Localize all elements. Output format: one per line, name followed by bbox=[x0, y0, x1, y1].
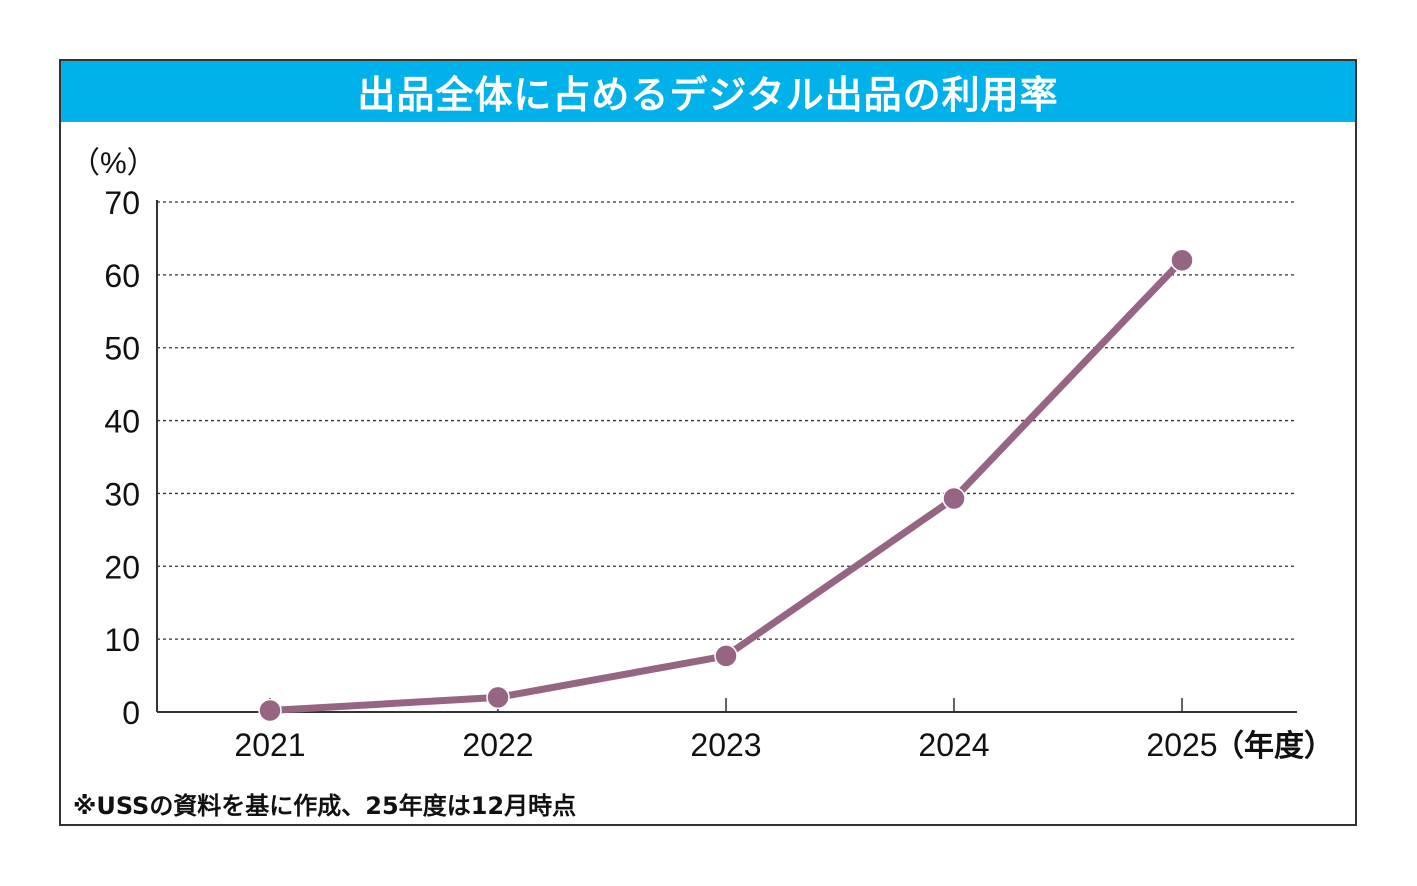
footnote: ※USSの資料を基に作成、25年度は12月時点 bbox=[73, 792, 577, 820]
data-point-2024 bbox=[942, 486, 966, 511]
chart-title: 出品全体に占めるデジタル出品の利用率 bbox=[357, 73, 1059, 117]
x-tick-label-2021: 2021 bbox=[234, 727, 305, 763]
data-point-2023 bbox=[714, 644, 738, 668]
data-point-2021 bbox=[258, 698, 282, 723]
y-tick-label-0: 0 bbox=[122, 695, 140, 731]
axes bbox=[156, 200, 1297, 713]
x-axis-unit-label: （年度） bbox=[1214, 729, 1334, 764]
y-tick-label-50: 50 bbox=[104, 331, 140, 367]
y-tick-label-70: 70 bbox=[104, 185, 140, 221]
y-tick-label-60: 60 bbox=[104, 258, 140, 294]
y-tick-label-10: 10 bbox=[104, 622, 140, 658]
tick-labels: 0 10 20 30 40 50 60 70 2021 2022 2023 2024 2025 bbox=[104, 185, 1217, 763]
y-axis-unit-label: （%） bbox=[70, 147, 157, 180]
y-tick-label-40: 40 bbox=[104, 404, 140, 440]
grid-lines bbox=[157, 201, 1297, 640]
y-tick-label-30: 30 bbox=[104, 476, 140, 512]
x-tick-label-2025: 2025 bbox=[1146, 727, 1217, 763]
data-point-2022 bbox=[486, 685, 510, 710]
data-point-2025 bbox=[1170, 248, 1194, 273]
chart-title-bar: 出品全体に占めるデジタル出品の利用率 bbox=[61, 61, 1355, 122]
series bbox=[258, 248, 1194, 723]
x-tick-label-2024: 2024 bbox=[918, 727, 989, 763]
series-line-0 bbox=[266, 256, 1186, 715]
y-tick-label-20: 20 bbox=[104, 549, 140, 585]
x-tick-label-2023: 2023 bbox=[690, 727, 761, 763]
chart-frame: 出品全体に占めるデジタル出品の利用率 bbox=[59, 59, 1357, 826]
x-tick-label-2022: 2022 bbox=[462, 727, 533, 763]
